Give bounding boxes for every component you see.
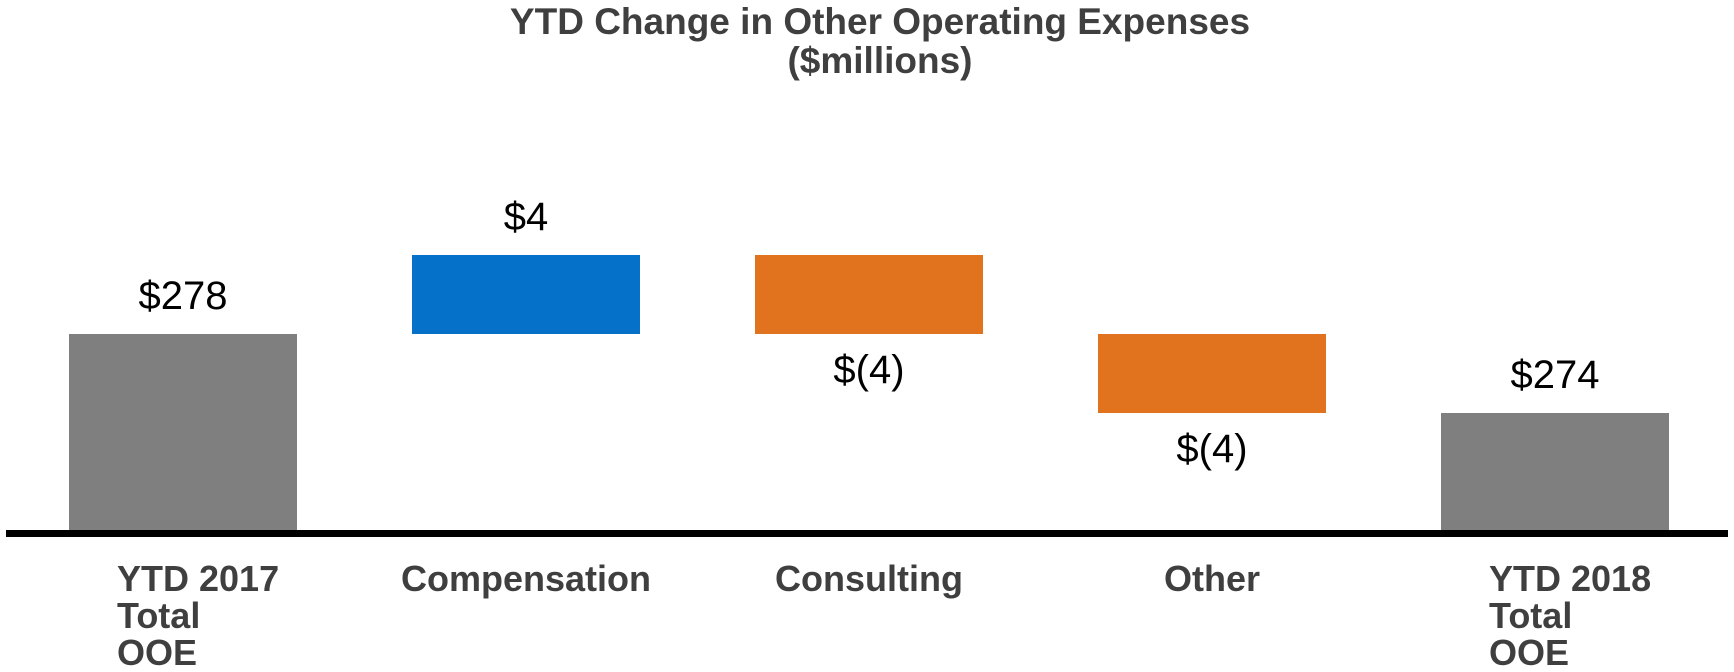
category-label: Compensation — [400, 558, 651, 599]
category-label: Other — [1163, 558, 1260, 599]
chart-title: YTD Change in Other Operating Expenses — [509, 1, 1251, 42]
bar-increase-compensation — [412, 254, 640, 334]
value-label: $(4) — [1176, 426, 1248, 471]
value-label: $(4) — [833, 347, 905, 392]
value-label: $4 — [503, 194, 549, 239]
bar-total-ytd-2018-total-ooe — [1441, 412, 1669, 531]
value-label: $278 — [138, 273, 228, 318]
bar-decrease-other — [1098, 333, 1326, 413]
category-label: YTD 2017 Total OOE — [117, 558, 280, 672]
category-label: Consulting — [775, 558, 963, 599]
bar-total-ytd-2017-total-ooe — [69, 333, 297, 531]
chart-title-block: YTD Change in Other Operating Expenses (… — [13, 2, 1734, 80]
chart-subtitle: ($millions) — [787, 40, 973, 81]
x-axis-baseline — [6, 530, 1728, 537]
bar-decrease-consulting — [755, 254, 983, 334]
category-label: YTD 2018 Total OOE — [1489, 558, 1652, 672]
value-label: $274 — [1510, 352, 1600, 397]
